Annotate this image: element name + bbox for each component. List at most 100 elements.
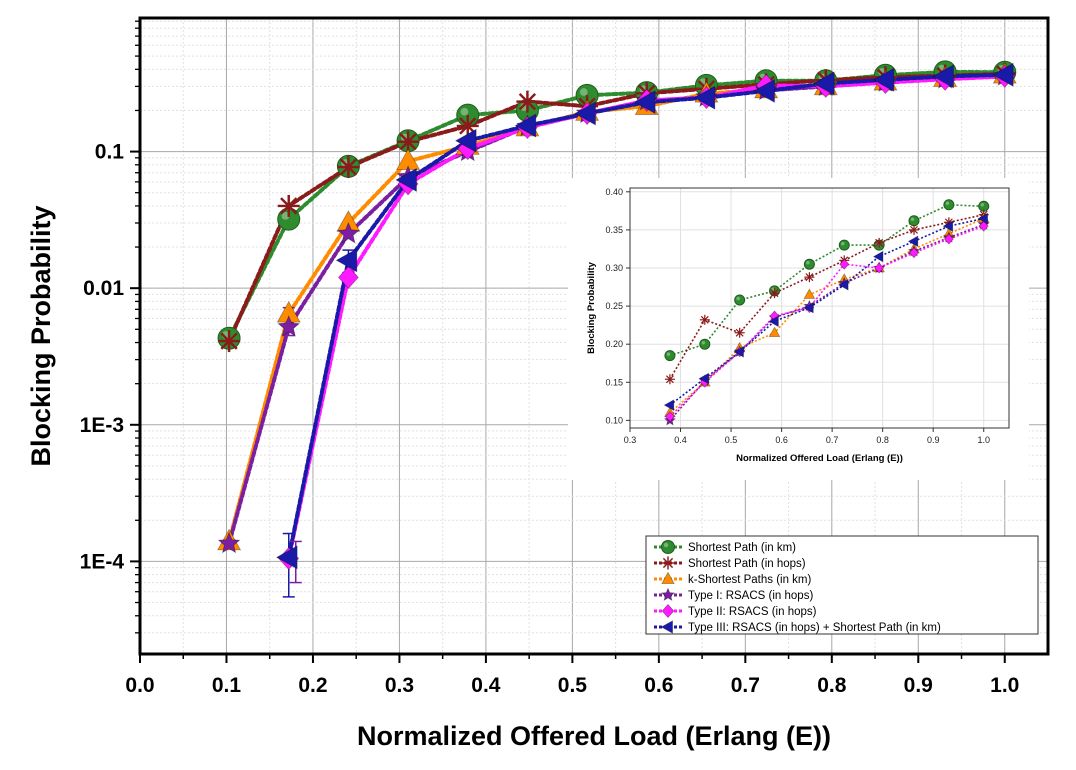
main-point-type-ii-rsacs-in-hops-shape [337, 265, 359, 289]
inset-y-tick-label: 0.30 [605, 263, 623, 273]
main-y-tick-label: 1E-4 [80, 550, 125, 573]
inset-point-type-ii-rsacs-in-hops [874, 262, 885, 274]
inset-point-shortest-path-in-km-shape [838, 239, 850, 251]
inset-point-shortest-path-in-km [664, 350, 676, 362]
inset-x-tick-label: 0.4 [674, 435, 687, 445]
legend-swatch-marker [661, 571, 675, 584]
inset-point-shortest-path-in-km [699, 338, 711, 350]
main-point-shortest-path-in-km-highlight [579, 88, 588, 96]
inset-point-type-ii-rsacs-in-hops [839, 258, 850, 270]
main-point-type-iii-rsacs-in-hops-shortest-path-in-km-shape [275, 545, 298, 570]
main-point-shortest-path-in-hops-stroke [339, 158, 358, 176]
legend-label: Type I: RSACS (in hops) [688, 590, 813, 602]
inset-chart: 0.3 0.4 0.5 0.6 0.7 0.8 0.9 1.0 0.10 0.15 0.20 0.25… [568, 178, 1029, 480]
main-point-type-iii-rsacs-in-hops-shortest-path-in-km [693, 85, 716, 110]
legend-label: Type II: RSACS (in hops) [688, 606, 817, 618]
inset-point-type-iii-rsacs-in-hops-shortest-path-in-km [803, 301, 814, 314]
main-point-type-iii-rsacs-in-hops-shortest-path-in-km-shape [514, 113, 537, 138]
inset-point-type-iii-rsacs-in-hops-shortest-path-in-km-shape [733, 345, 744, 358]
inset-point-shortest-path-in-km [978, 200, 990, 212]
inset-point-type-iii-rsacs-in-hops-shortest-path-in-km [942, 220, 954, 233]
legend-label: Type III: RSACS (in hops) + Shortest Pat… [688, 622, 941, 634]
inset-point-k-shortest-paths-in-km-shape [768, 326, 781, 338]
inset-x-tick-label: 0.9 [927, 435, 940, 445]
inset-point-shortest-path-in-km-highlight [666, 352, 671, 356]
main-point-shortest-path-in-hops-stroke [459, 117, 477, 135]
inset-point-shortest-path-in-hops [734, 327, 745, 338]
main-point-type-iii-rsacs-in-hops-shortest-path-in-km [872, 67, 895, 92]
main-point-type-iii-rsacs-in-hops-shortest-path-in-km-shape [991, 62, 1014, 87]
inset-point-type-iii-rsacs-in-hops-shortest-path-in-km-shape [768, 315, 779, 328]
inset-point-shortest-path-in-km [734, 294, 746, 306]
main-point-shortest-path-in-hops [277, 194, 300, 217]
main-point-type-iii-rsacs-in-hops-shortest-path-in-km-shape [693, 85, 716, 110]
legend-label: Shortest Path (in hops) [688, 558, 806, 570]
inset-y-axis-title: Blocking Probability [586, 261, 597, 354]
main-point-shortest-path-in-hops [516, 90, 539, 113]
main-point-type-i-rsacs-in-hops [336, 221, 360, 244]
legend-item-type-i-rsacs-in-hops: Type I: RSACS (in hops) [654, 587, 813, 602]
legend-swatch-marker-highlight [663, 542, 669, 548]
legend: Shortest Path (in km) Shortest Path (in h… [645, 535, 1039, 635]
inset-point-shortest-path-in-km-highlight [806, 260, 810, 265]
main-x-tick-label: 0.8 [817, 674, 847, 697]
inset-point-type-iii-rsacs-in-hops-shortest-path-in-km-shape [907, 235, 919, 248]
inset-point-type-iii-rsacs-in-hops-shortest-path-in-km-shape [698, 372, 710, 385]
legend-items: Shortest Path (in km) Shortest Path (in h… [654, 540, 941, 634]
legend-swatch-marker-shape [660, 620, 673, 634]
inset-x-axis-title: Normalized Offered Load (Erlang (E)) [736, 453, 903, 464]
inset-point-shortest-path-in-hops [804, 272, 815, 283]
inset-point-type-iii-rsacs-in-hops-shortest-path-in-km-shape [837, 278, 849, 291]
inset-x-tick-label: 1.0 [977, 435, 990, 445]
legend-item-shortest-path-in-hops: Shortest Path (in hops) [654, 556, 806, 570]
legend-item-type-iii-rsacs-in-hops-shortest-path-in-km: Type III: RSACS (in hops) + Shortest Pat… [654, 620, 941, 634]
inset-y-tick-label: 0.15 [605, 377, 623, 387]
main-point-type-ii-rsacs-in-hops [337, 265, 359, 289]
main-y-tick-label: 0.01 [83, 277, 124, 300]
main-point-type-i-rsacs-in-hops [217, 531, 241, 554]
inset-point-type-ii-rsacs-in-hops-shape [874, 262, 885, 274]
inset-y-tick-label: 0.40 [605, 187, 623, 197]
inset-point-type-ii-rsacs-in-hops [664, 410, 675, 423]
inset-point-type-ii-rsacs-in-hops-shape [978, 220, 989, 232]
legend-swatch-marker-shape [661, 603, 675, 619]
main-point-type-iii-rsacs-in-hops-shortest-path-in-km [932, 64, 954, 89]
main-point-type-iii-rsacs-in-hops-shortest-path-in-km-shape [932, 64, 954, 89]
main-point-shortest-path-in-hops-stroke [280, 197, 298, 215]
legend-item-k-shortest-paths-in-km: k-Shortest Paths (in km) [654, 571, 812, 586]
inset-point-shortest-path-in-km-shape [908, 215, 920, 227]
inset-point-shortest-path-in-hops [664, 374, 675, 385]
inset-point-type-iii-rsacs-in-hops-shortest-path-in-km [907, 235, 919, 248]
legend-item-type-ii-rsacs-in-hops: Type II: RSACS (in hops) [654, 603, 817, 619]
main-point-type-iii-rsacs-in-hops-shortest-path-in-km-shape [633, 90, 656, 115]
main-point-type-i-rsacs-in-hops [277, 314, 301, 337]
main-point-type-iii-rsacs-in-hops-shortest-path-in-km-shape [454, 128, 477, 153]
inset-point-type-iii-rsacs-in-hops-shortest-path-in-km [837, 278, 849, 291]
main-point-type-iii-rsacs-in-hops-shortest-path-in-km [395, 167, 417, 193]
main-point-type-iii-rsacs-in-hops-shortest-path-in-km [812, 71, 835, 96]
inset-point-shortest-path-in-hops [699, 314, 710, 325]
inset-point-k-shortest-paths-in-km [768, 326, 781, 338]
inset-grid [629, 188, 1009, 428]
inset-point-shortest-path-in-km [803, 258, 815, 270]
inset-point-type-iii-rsacs-in-hops-shortest-path-in-km [733, 345, 744, 358]
main-y-tick-label: 0.1 [95, 141, 125, 164]
main-point-shortest-path-in-hops-stroke [518, 92, 537, 111]
inset-point-shortest-path-in-km-highlight [945, 201, 950, 206]
inset-point-type-iii-rsacs-in-hops-shortest-path-in-km-shape [663, 399, 675, 412]
inset-point-type-iii-rsacs-in-hops-shortest-path-in-km [768, 315, 779, 328]
inset-point-shortest-path-in-hops [908, 224, 919, 235]
inset-y-tick-label: 0.10 [605, 415, 623, 425]
inset-point-shortest-path-in-km-shape [734, 294, 746, 306]
main-x-tick-label: 0.1 [212, 674, 242, 697]
inset-point-type-ii-rsacs-in-hops-shape [943, 233, 954, 245]
main-x-tick-label: 0.3 [385, 674, 414, 697]
inset-point-type-iii-rsacs-in-hops-shortest-path-in-km-shape [803, 301, 814, 314]
inset-point-k-shortest-paths-in-km-shape [803, 288, 816, 299]
inset-point-shortest-path-in-km-highlight [980, 203, 984, 207]
inset-point-shortest-path-in-hops-stroke [875, 238, 884, 247]
main-x-tick-label: 0.2 [298, 674, 327, 697]
inset-series-lines [669, 203, 985, 421]
inset-point-shortest-path-in-km [838, 239, 850, 251]
